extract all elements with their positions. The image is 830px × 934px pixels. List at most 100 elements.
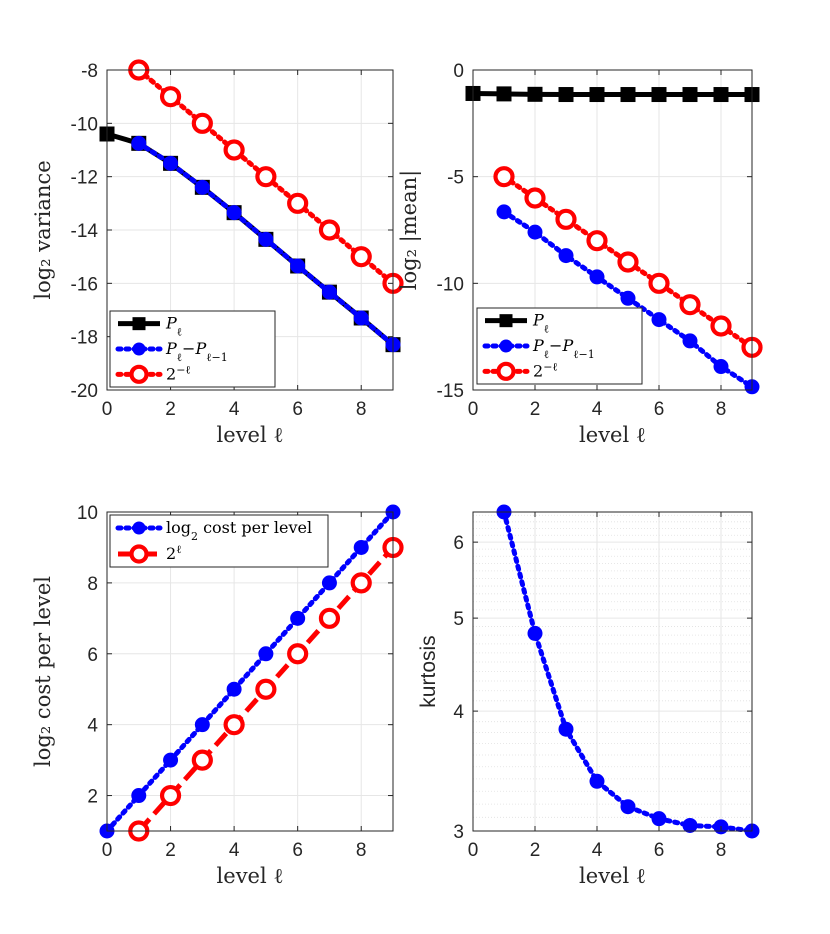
x-tick-label: 4 [229, 399, 240, 420]
data-point [163, 155, 179, 171]
legend-marker [132, 342, 146, 356]
legend-label-part: ℓ [544, 322, 549, 335]
x-tick-label: 0 [102, 840, 113, 861]
data-point [589, 87, 605, 103]
series-1 [496, 204, 760, 395]
data-point [620, 290, 636, 306]
data-point [496, 86, 512, 102]
y-tick-label: -8 [81, 61, 98, 82]
legend-label-part: ℓ [177, 325, 182, 338]
data-point [255, 678, 277, 700]
chart-kurtosis: 0 2 4 6 8 3 4 5 6 level ℓ kurtosis [417, 504, 760, 888]
legend-label-part: −P [182, 339, 206, 358]
data-point [131, 788, 147, 804]
y-axis-label: kurtosis [417, 635, 440, 707]
legend-label-part: −ℓ [176, 363, 191, 376]
legend-label: 2−ℓ [166, 363, 191, 384]
x-tick-label: 2 [165, 399, 176, 420]
x-tick-label: 6 [292, 399, 303, 420]
series-1 [131, 135, 401, 353]
legend-label-part: ℓ [176, 543, 181, 556]
y-tick-label: -10 [437, 274, 464, 295]
data-point [194, 179, 210, 195]
data-point [191, 749, 213, 771]
data-point [620, 87, 636, 103]
y-tick-label: 2 [87, 787, 98, 808]
data-point [226, 681, 242, 697]
x-tick-label: 2 [165, 840, 176, 861]
data-point [679, 294, 701, 316]
y-tick-label: 0 [453, 61, 464, 82]
data-point [493, 166, 515, 188]
data-point [713, 87, 729, 103]
legend-label: 2−ℓ [533, 360, 558, 381]
legend-label-part: P [532, 311, 544, 330]
legend-label-part: cost per level [198, 518, 312, 537]
data-point [558, 248, 574, 264]
legend-label-part: P [165, 314, 177, 333]
x-tick-label: 4 [592, 399, 603, 420]
legend-label-part: ℓ−1 [206, 351, 227, 364]
data-point [710, 315, 732, 337]
legend-label-part: 2 [166, 544, 176, 563]
y-axis-label: log₂ variance [31, 160, 55, 299]
x-tick-label: 8 [356, 399, 367, 420]
data-point [191, 112, 213, 134]
legend-marker [129, 544, 149, 564]
data-point [321, 284, 337, 300]
legend-label-part: −P [549, 336, 573, 355]
data-point [194, 717, 210, 733]
axes-box [472, 69, 753, 391]
y-axis-label: log₂ |mean| [397, 170, 422, 290]
legend-label-part: ℓ−1 [573, 348, 594, 361]
data-point [163, 752, 179, 768]
y-axis-label: log₂ cost per level [31, 576, 55, 767]
data-point [496, 204, 512, 220]
legend-label-part: P [165, 339, 177, 358]
y-tick-label: 8 [87, 574, 98, 595]
x-tick-label: 4 [592, 840, 603, 861]
legend-label-part: ℓ [544, 348, 549, 361]
x-tick-label: 6 [654, 399, 665, 420]
x-tick-label: 8 [356, 840, 367, 861]
data-point [223, 139, 245, 161]
x-axis-label: level ℓ [217, 423, 284, 447]
legend-label-part: log [166, 518, 191, 537]
y-tick-label: 4 [453, 702, 464, 723]
x-tick-label: 6 [292, 840, 303, 861]
data-point [589, 773, 605, 789]
y-tick-label: -12 [71, 168, 98, 189]
legend-label: Pℓ−Pℓ−1 [532, 336, 595, 361]
y-tick-label: 10 [77, 503, 98, 524]
x-tick-label: 0 [102, 399, 113, 420]
data-point [159, 784, 182, 807]
x-tick-label: 2 [530, 399, 541, 420]
x-tick-label: 8 [716, 840, 727, 861]
data-point [586, 230, 608, 252]
data-point [589, 269, 605, 285]
series-line [472, 90, 752, 98]
data-point [290, 610, 306, 626]
data-point [527, 86, 543, 102]
legend-marker [132, 521, 146, 535]
x-axis-label: level ℓ [579, 423, 646, 447]
series-0 [465, 85, 760, 103]
y-tick-label: 6 [453, 533, 464, 554]
legend-marker [496, 361, 516, 381]
axes-box [472, 511, 753, 832]
legend-marker [129, 364, 149, 384]
data-point [255, 166, 277, 188]
legend-label: Pℓ [165, 314, 182, 339]
x-tick-label: 0 [468, 840, 479, 861]
legend-label-part: −ℓ [543, 360, 558, 373]
y-tick-label: -16 [71, 274, 98, 295]
data-point [527, 625, 543, 641]
x-tick-label: 8 [716, 399, 727, 420]
legend-marker [132, 317, 146, 331]
data-point [350, 246, 372, 268]
x-axis-label: level ℓ [579, 864, 646, 888]
data-point [558, 87, 574, 103]
